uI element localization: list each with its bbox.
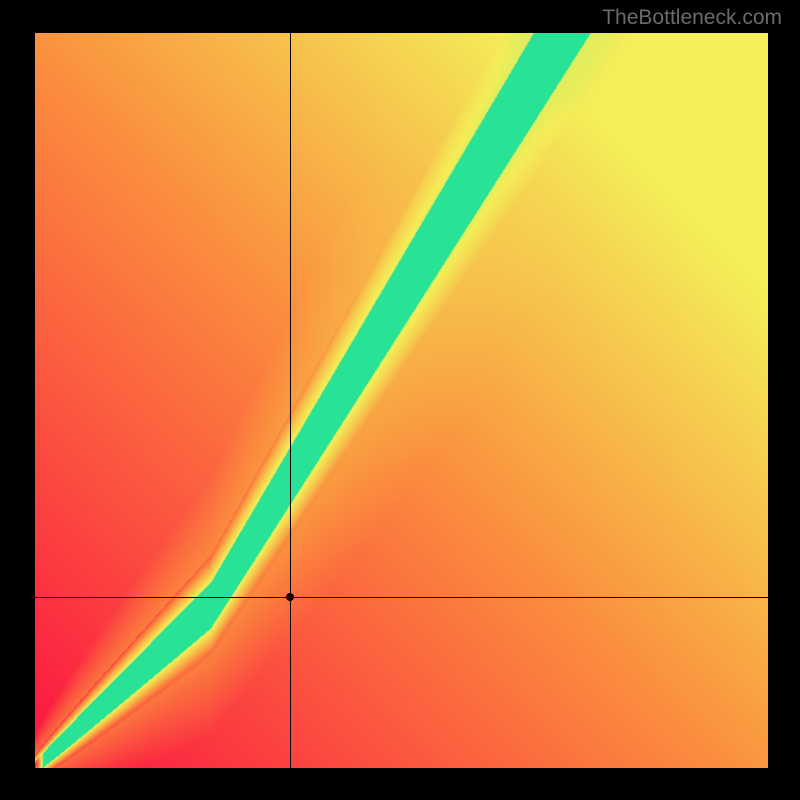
crosshair-horizontal	[35, 597, 768, 598]
crosshair-vertical	[290, 33, 291, 768]
watermark-text: TheBottleneck.com	[602, 6, 782, 30]
heatmap-plot	[35, 33, 768, 768]
marker-dot	[286, 593, 294, 601]
chart-container: TheBottleneck.com	[0, 0, 800, 800]
heatmap-canvas	[35, 33, 768, 768]
